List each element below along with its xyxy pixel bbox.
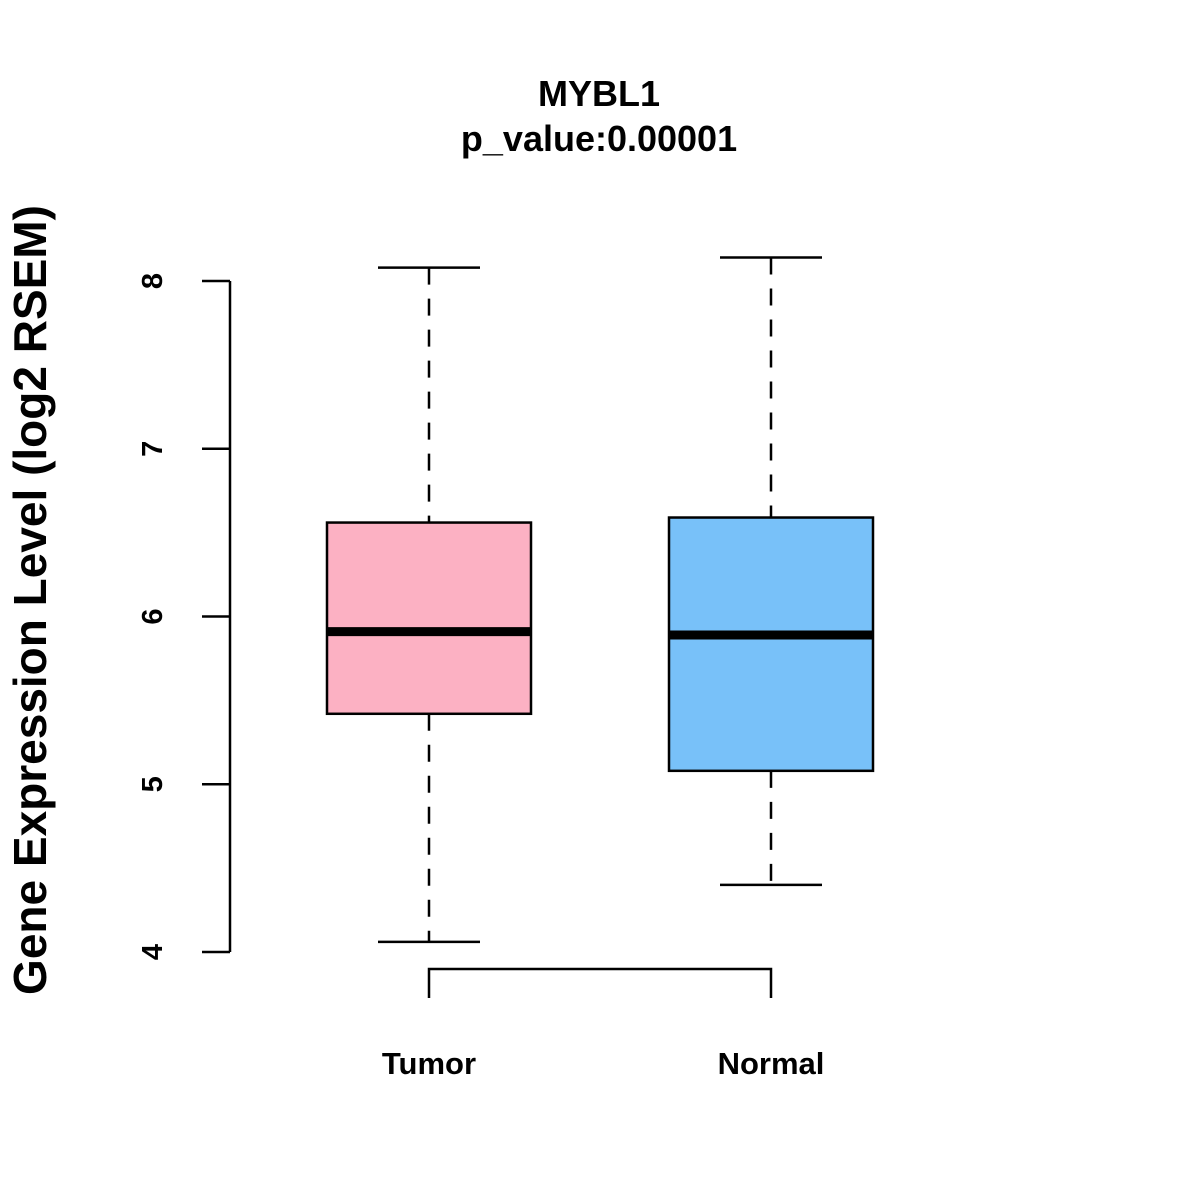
iqr-box-tumor	[325, 521, 533, 716]
box-normal	[667, 256, 875, 887]
x-axis-labels: Tumor Normal	[382, 1046, 824, 1081]
boxes-group	[325, 256, 875, 944]
category-label-normal: Normal	[718, 1046, 825, 1081]
y-tick-label-4: 4	[137, 944, 169, 960]
chart-subtitle: p_value:0.00001	[461, 118, 737, 159]
y-axis-label: Gene Expression Level (log2 RSEM)	[4, 205, 56, 995]
y-axis: 4 5 6 7 8	[137, 273, 232, 960]
y-tick-label-8: 8	[137, 273, 169, 289]
category-label-tumor: Tumor	[382, 1046, 476, 1081]
y-tick-label-6: 6	[137, 608, 169, 624]
box-tumor	[325, 266, 533, 944]
y-tick-label-7: 7	[137, 441, 169, 457]
y-tick-label-5: 5	[137, 776, 169, 792]
bracket-line	[427, 967, 773, 998]
iqr-box-normal	[667, 516, 875, 773]
comparison-bracket	[427, 967, 773, 998]
chart-title: MYBL1	[538, 73, 660, 114]
